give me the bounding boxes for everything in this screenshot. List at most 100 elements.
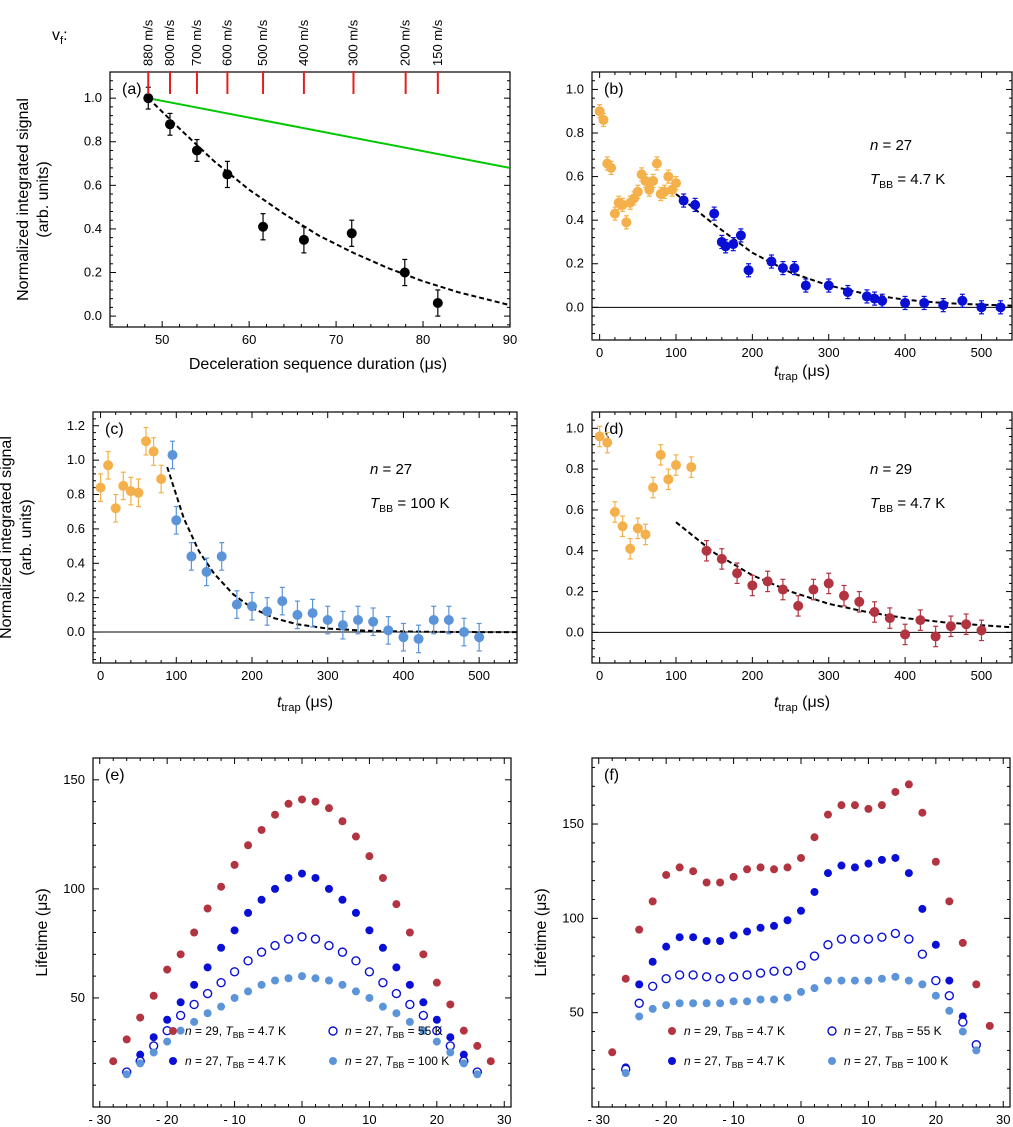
panel-d-frame (591, 411, 1013, 664)
panel-e-xtick-label: - 20 (156, 1112, 178, 1127)
panel-e-point (432, 1015, 441, 1024)
panel-f-point (783, 916, 792, 925)
panel-b-xtick-label: 500 (971, 345, 993, 360)
panel-c-fit-curve (166, 466, 517, 634)
panel-f-point (972, 1046, 981, 1055)
panel-b-point (598, 114, 609, 125)
panel-f-point (662, 870, 671, 879)
panel-d-annot-T: TBB = 4.7 K (870, 495, 945, 515)
panel-f-legend-marker (828, 1057, 836, 1065)
panel-f-point (823, 810, 832, 819)
panel-f-point (904, 934, 914, 944)
panel-c-point (322, 615, 333, 626)
panel-b-ytick-label: 0.8 (566, 125, 584, 140)
panel-c-point (216, 551, 227, 562)
panel-e-point (378, 873, 387, 882)
panel-f-point (904, 869, 913, 878)
panel-a-point (191, 145, 202, 156)
panel-f-ytick-label: 150 (562, 816, 584, 831)
panel-c-point (383, 625, 394, 636)
panel-c-point (156, 474, 167, 485)
panel-a-velocity-label: 600 m/s (219, 19, 234, 66)
panel-a-xlabel: Deceleration sequence duration (μs) (189, 356, 447, 373)
panel-f-point (702, 936, 711, 945)
panel-b-annot-n: n = 27 (870, 137, 912, 154)
panel-a-point (143, 93, 154, 104)
panel-e-point (405, 980, 414, 989)
panel-f-point (756, 863, 765, 872)
panel-d-xtick-label: 500 (971, 668, 993, 683)
panel-e-point (284, 974, 293, 983)
panel-e-point (378, 1002, 387, 1011)
panel-a-ytick-label: 1.0 (84, 90, 102, 105)
panel-c-xtick-label: 100 (165, 668, 187, 683)
panel-e-ytick-label: 50 (71, 990, 85, 1005)
panel-f-xtick-label: - 20 (655, 1112, 677, 1127)
panel-e-point (324, 804, 333, 813)
panel-b-ytick-label: 1.0 (566, 81, 584, 96)
panel-e-point (338, 817, 347, 826)
panel-e-legend-label: n = 27, TBB = 4.7 K (185, 1054, 286, 1070)
panel-e-point (163, 1037, 172, 1046)
panel-f-point (688, 970, 698, 980)
panel-b-point (617, 199, 628, 210)
panel-f-point (621, 1069, 630, 1078)
panel-f-point (729, 931, 738, 940)
panel-e-legend-label: n = 27, TBB = 55 K (345, 1024, 443, 1040)
panel-a-fit-curve (147, 97, 511, 307)
panel-e-point (230, 993, 239, 1002)
panel-f-point (877, 932, 887, 942)
panel-d-xtick-label: 300 (818, 668, 840, 683)
panel-d-xtick-label: 100 (665, 668, 687, 683)
panel-e-point (392, 963, 401, 972)
panel-a-ytick-label: 0.0 (84, 308, 102, 323)
panel-e-point (256, 947, 267, 957)
panel-e-point (244, 841, 253, 850)
panel-f-point (689, 867, 698, 876)
panel-e-point (419, 950, 428, 959)
panel-f-point (891, 853, 900, 862)
panel-e-point (391, 988, 402, 999)
panel-f-point (823, 940, 833, 950)
panel-e-point (378, 943, 387, 952)
panel-d-point (594, 431, 605, 442)
panel-f-point (810, 833, 819, 842)
panel-e-point (338, 980, 347, 989)
panel-a-xtick-label: 80 (416, 332, 430, 347)
panel-f-point (648, 1004, 657, 1013)
panel-c-point (262, 606, 273, 617)
panel-c-point (247, 601, 257, 612)
panel-c-frame (92, 411, 518, 664)
panel-d-point (663, 474, 674, 485)
panel-e-point (149, 991, 158, 1000)
panel-f-point (890, 928, 901, 939)
panel-c-point (231, 599, 242, 610)
panel-f-point (675, 863, 684, 872)
panel-f-point (716, 999, 725, 1008)
panel-f-xtick-label: 0 (797, 1112, 804, 1127)
panel-e-point (486, 1057, 495, 1066)
panel-d-xtick-label: 200 (742, 668, 764, 683)
panel-a-velocity-label: 400 m/s (296, 19, 311, 66)
panel-e-ytick-label: 100 (63, 881, 85, 896)
panel-d-point (945, 621, 956, 632)
panel-e-point (203, 1009, 212, 1018)
panel-c-xtick-label: 300 (317, 668, 339, 683)
panel-f-point (743, 997, 752, 1006)
panel-b-point (632, 186, 643, 197)
panel-f-point (675, 933, 684, 942)
panel-e-point (203, 963, 212, 972)
panel-c-ytick-label: 0.2 (67, 590, 85, 605)
panel-a-ytick-label: 0.6 (84, 177, 102, 192)
panel-f-point (648, 897, 657, 906)
panel-e-point (284, 799, 293, 808)
panel-b-xtick-label: 200 (742, 345, 764, 360)
panel-c-point (171, 515, 182, 526)
panel-e-point (432, 978, 441, 987)
panel-b-point (995, 302, 1006, 313)
panel-e-point (149, 1048, 158, 1057)
panel-e-point (419, 998, 428, 1007)
panel-f-point (918, 904, 927, 913)
panel-f-point (701, 972, 712, 982)
panel-f-point (917, 949, 928, 959)
